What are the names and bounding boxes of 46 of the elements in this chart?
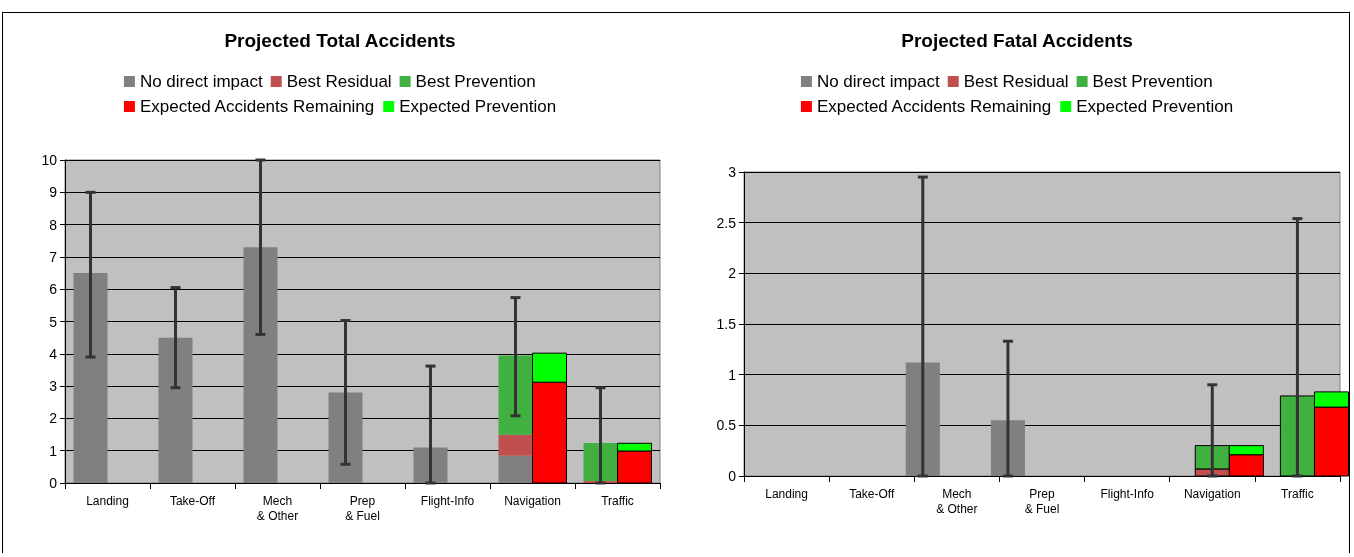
chart-title: Projected Total Accidents: [224, 30, 456, 51]
y-tick-label: 0: [49, 475, 58, 491]
y-tick-label: 2.5: [716, 214, 737, 231]
legend-label: Expected Prevention: [1076, 97, 1234, 116]
x-tick-label: Traffic: [601, 493, 634, 508]
x-tick-label: Landing: [86, 493, 129, 508]
y-tick-label: 2: [728, 265, 737, 282]
legend-label: Expected Accidents Remaining: [816, 97, 1052, 116]
bar: [498, 434, 533, 456]
legend-label: Best Prevention: [415, 72, 536, 91]
legend-label: Expected Accidents Remaining: [139, 97, 375, 116]
legend-label: Best Residual: [963, 72, 1069, 91]
y-tick-label: 7: [49, 248, 58, 265]
x-tick-label: Navigation: [1183, 486, 1241, 501]
y-tick-label: 10: [41, 152, 58, 168]
x-tick-label: Take-Off: [849, 486, 895, 501]
y-tick-label: 8: [49, 216, 58, 233]
x-tick-label: Mech & Other: [936, 486, 978, 516]
legend-label: Expected Prevention: [399, 97, 557, 116]
y-tick-label: 1: [728, 366, 737, 383]
legend-label: Best Prevention: [1092, 72, 1213, 91]
x-tick-label: Flight-Info: [420, 493, 475, 508]
y-tick-label: 3: [728, 164, 737, 180]
legend-label: No direct impact: [139, 72, 264, 91]
x-tick-label: Traffic: [1281, 486, 1314, 501]
x-tick-label: Flight-Info: [1100, 486, 1155, 501]
y-tick-label: 1.5: [716, 316, 737, 332]
x-tick-label: Prep & Fuel: [345, 493, 380, 523]
y-tick-label: 0.5: [716, 417, 737, 434]
legend-label: Best Residual: [286, 72, 392, 91]
x-tick-label: Navigation: [504, 493, 561, 508]
y-tick-label: 1: [49, 442, 58, 459]
y-tick-label: 6: [49, 281, 58, 298]
y-tick-label: 4: [49, 345, 58, 362]
y-tick-label: 0: [728, 468, 737, 484]
x-tick-label: Take-Off: [169, 493, 216, 508]
x-tick-label: Prep & Fuel: [1024, 486, 1060, 516]
bar: [498, 355, 533, 435]
x-tick-label: Mech & Other: [256, 493, 299, 523]
y-tick-label: 5: [49, 313, 58, 330]
y-tick-label: 3: [49, 378, 58, 395]
chart-title: Projected Fatal Accidents: [901, 30, 1133, 51]
y-tick-label: 2: [49, 410, 58, 427]
y-tick-label: 9: [49, 184, 58, 201]
x-tick-label: Landing: [765, 486, 808, 501]
legend-label: No direct impact: [816, 72, 941, 91]
